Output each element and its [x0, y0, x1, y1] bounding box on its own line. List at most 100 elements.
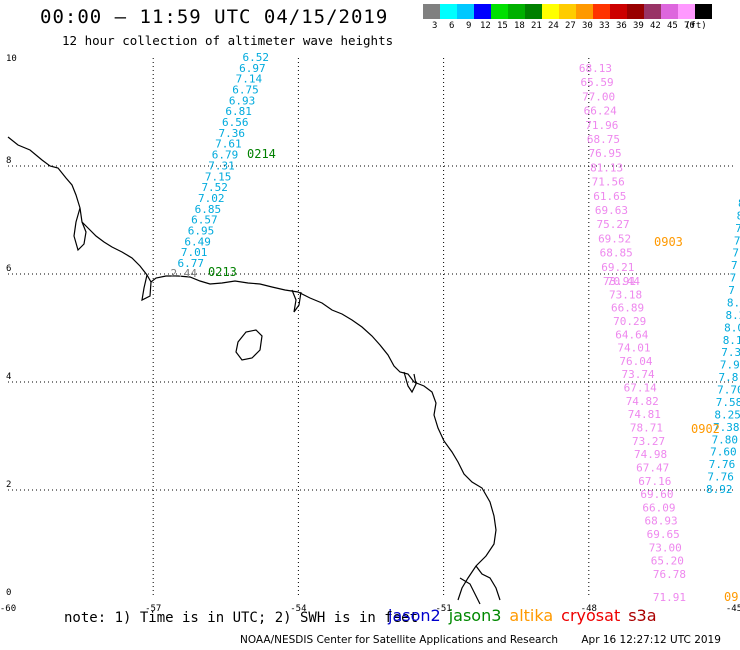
color-swatch: [508, 4, 525, 19]
lon-tick-label: -54: [290, 604, 306, 614]
track-c-value: 7.76: [707, 471, 734, 484]
wave-height-color-scale: 3 6 9 12 15 18 21 24 27 30 33 36 39 42 45 70 (ft): [423, 4, 733, 31]
color-scale-label: 42: [650, 21, 661, 31]
track-b-value: 74.01: [617, 342, 650, 355]
coastline-main: [7, 136, 497, 601]
track-a-low-value: 2.44: [171, 267, 198, 280]
track-c-value: 7.9: [720, 359, 740, 372]
color-swatch: [627, 4, 644, 19]
track-a-value: 6.81: [225, 105, 252, 118]
track-b-value: 66.09: [642, 501, 675, 514]
track-c-value: 7: [732, 247, 739, 260]
track-a-value: 6.57: [191, 214, 218, 227]
track-b-value: 73.18: [609, 288, 642, 301]
coastline-south-inlet: [403, 371, 417, 394]
color-scale-label: 39: [633, 21, 644, 31]
track-a-value: 6.85: [195, 203, 222, 216]
track-b-value: 69.52: [598, 232, 631, 245]
track-b-value: 81.13: [590, 161, 623, 174]
track-b-value: 67.16: [638, 475, 671, 488]
color-swatch: [644, 4, 661, 19]
track-b-value: 69.60: [640, 488, 673, 501]
track-a-value: 7.01: [181, 246, 208, 259]
legend-jason2: jason2: [388, 606, 441, 625]
track-c-value: 7.58: [716, 396, 740, 409]
track-b-value: 69.21: [601, 261, 634, 274]
lon-tick-label: -60: [0, 604, 16, 614]
color-swatch: [593, 4, 610, 19]
track-a-value: 6.77: [178, 257, 205, 270]
color-swatch: [491, 4, 508, 19]
track-c-value: 7: [735, 222, 740, 235]
satellite-legend: jason2 jason3 altika cryosat s3a: [388, 606, 665, 625]
pass-label-0213: 0213: [208, 265, 237, 279]
color-scale-label: 36: [616, 21, 627, 31]
color-scale-label: 3: [432, 21, 438, 31]
track-b-value: 71.96: [585, 119, 618, 132]
color-scale-label: 9: [466, 21, 472, 31]
track-a-value: 6.97: [239, 62, 266, 75]
altimeter-track-c: 887777778.8.28.08.17.37.97.87.707.588.25…: [706, 197, 740, 496]
track-b-value: 68.13: [579, 62, 612, 75]
track-b-value: 67.14: [624, 382, 657, 395]
track-b-value: 68.85: [600, 247, 633, 260]
track-b-value: 61.65: [593, 190, 626, 203]
track-b-value: 66.89: [611, 302, 644, 315]
track-c-value: 7: [731, 259, 738, 272]
track-b-value: 65.20: [651, 555, 684, 568]
coastline: [7, 136, 501, 605]
track-a-value: 6.93: [229, 94, 256, 107]
color-scale-label: 15: [497, 21, 508, 31]
track-c-value: 8.92: [706, 483, 733, 496]
lat-tick-label: 0: [6, 588, 11, 598]
track-b-value: 71.56: [592, 176, 625, 189]
lon-tick-label: -45: [726, 604, 740, 614]
coastline-river-mouth: [141, 274, 152, 302]
track-a-value: 6.75: [232, 84, 259, 97]
map-grid: [8, 58, 734, 598]
track-b-value: 73.91: [603, 275, 636, 288]
track-b-value: 69.63: [595, 204, 628, 217]
track-b-value: 77.00: [582, 90, 615, 103]
lon-tick-label: -51: [435, 604, 451, 614]
color-scale-label: 30: [582, 21, 593, 31]
track-c-value: 7.3: [721, 346, 740, 359]
track-c-value: 8.0: [724, 321, 740, 334]
track-c-value: 8.1: [723, 334, 740, 347]
track-a-value: 7.52: [201, 181, 228, 194]
track-b-value: 70.44: [607, 275, 640, 288]
track-b-value: 74.81: [628, 408, 661, 421]
color-swatch: [542, 4, 559, 19]
track-b-value: 65.59: [580, 76, 613, 89]
color-scale-label: 18: [514, 21, 525, 31]
track-c-value: 8.: [727, 296, 740, 309]
track-c-value: 7: [734, 234, 740, 247]
color-swatch: [576, 4, 593, 19]
legend-altika: altika: [509, 606, 554, 625]
track-c-value: 7: [728, 284, 735, 297]
color-swatch: [610, 4, 627, 19]
track-b-value: 66.24: [584, 105, 617, 118]
coastline-delta-east: [475, 565, 501, 601]
note-text: note: 1) Time is in UTC; 2) SWH is in fe…: [64, 610, 419, 626]
track-c-value: 8.25: [714, 408, 740, 421]
track-b-value: 76.95: [588, 147, 621, 160]
track-c-value: 7.76: [709, 458, 736, 471]
track-b-value: 73.74: [622, 368, 655, 381]
color-swatch: [440, 4, 457, 19]
track-b-last-value: 71.91: [653, 591, 686, 604]
track-b-value: 76.04: [619, 355, 652, 368]
color-scale-label: 21: [531, 21, 542, 31]
map-axis-labels: -60 -57 -54 -51 -48 -45 0 2 4 6 8 10: [0, 54, 740, 614]
legend-cryosat: cryosat: [561, 606, 621, 625]
track-a-value: 6.52: [243, 51, 270, 64]
lat-tick-label: 6: [6, 264, 11, 274]
track-b-value: 74.82: [626, 395, 659, 408]
track-a-value: 6.56: [222, 116, 249, 129]
color-swatch: [559, 4, 576, 19]
chart-subtitle: 12 hour collection of altimeter wave hei…: [62, 33, 394, 48]
track-c-value: 7.80: [712, 433, 739, 446]
pass-label-09: 09: [724, 590, 738, 604]
track-a-value: 7.02: [198, 192, 225, 205]
